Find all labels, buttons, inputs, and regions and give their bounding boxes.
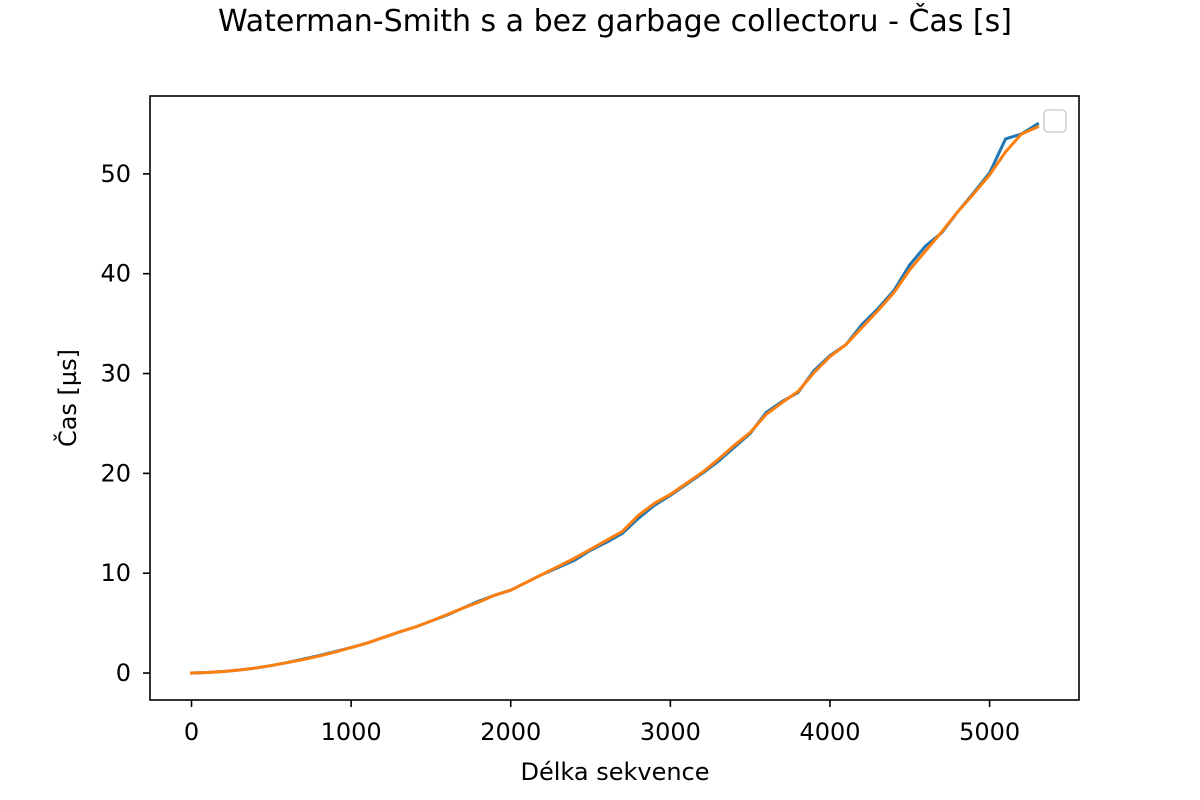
x-tick-label: 0 xyxy=(184,718,199,746)
y-tick-label: 0 xyxy=(116,659,131,687)
y-axis: 0 10 20 30 40 50 xyxy=(100,160,150,687)
x-tick-label: 2000 xyxy=(480,718,541,746)
plot-area xyxy=(189,121,1040,675)
y-tick-label: 10 xyxy=(100,559,131,587)
x-tick-label: 4000 xyxy=(799,718,860,746)
x-axis: 0 1000 2000 3000 4000 5000 xyxy=(184,700,1020,746)
series-line-2 xyxy=(189,124,1040,675)
x-axis-label: Délka sekvence xyxy=(520,758,709,786)
y-tick-label: 20 xyxy=(100,459,131,487)
x-tick-label: 5000 xyxy=(959,718,1020,746)
x-tick-label: 1000 xyxy=(321,718,382,746)
legend-box xyxy=(1043,109,1067,133)
y-tick-label: 40 xyxy=(100,260,131,288)
y-tick-label: 30 xyxy=(100,360,131,388)
chart-title: Waterman-Smith s a bez garbage collector… xyxy=(218,2,1012,39)
x-tick-label: 3000 xyxy=(640,718,701,746)
y-axis-label: Čas [µs] xyxy=(52,349,82,447)
plot-frame xyxy=(149,95,1080,701)
y-tick-label: 50 xyxy=(100,160,131,188)
